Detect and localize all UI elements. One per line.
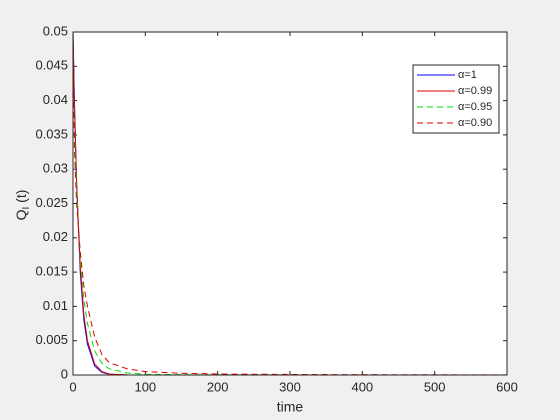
y-axis-label: QI (t) <box>13 190 32 221</box>
legend-label: α=1 <box>458 69 477 81</box>
y-tick-label: 0.02 <box>43 229 68 244</box>
y-tick-label: 0.005 <box>35 332 68 347</box>
axes-box <box>72 31 508 376</box>
y-tick-label: 0 <box>61 366 68 381</box>
y-tick-label: 0.01 <box>43 298 68 313</box>
x-axis-label: time <box>277 399 304 415</box>
legend-label: α=0.90 <box>458 117 492 129</box>
legend-label: α=0.99 <box>458 85 492 97</box>
y-tick-label: 0.04 <box>43 92 68 107</box>
x-tick-label: 400 <box>351 379 373 394</box>
legend-box <box>412 64 500 134</box>
x-tick-label: 300 <box>279 379 301 394</box>
y-tick-label: 0.03 <box>43 161 68 176</box>
y-tick-label: 0.035 <box>35 126 68 141</box>
x-tick-label: 500 <box>424 379 446 394</box>
y-label-main: Q <box>13 209 29 220</box>
x-tick-label: 600 <box>496 379 518 394</box>
x-tick-label: 200 <box>207 379 229 394</box>
y-tick-label: 0.05 <box>43 23 68 38</box>
y-tick-label: 0.015 <box>35 264 68 279</box>
y-tick-label: 0.025 <box>35 195 68 210</box>
y-tick-label: 0.045 <box>35 58 68 73</box>
legend-label: α=0.95 <box>458 101 492 113</box>
y-label-subscript: I <box>21 207 32 210</box>
x-tick-label: 100 <box>134 379 156 394</box>
y-label-rest: (t) <box>13 190 29 207</box>
x-tick-label: 0 <box>69 379 76 394</box>
